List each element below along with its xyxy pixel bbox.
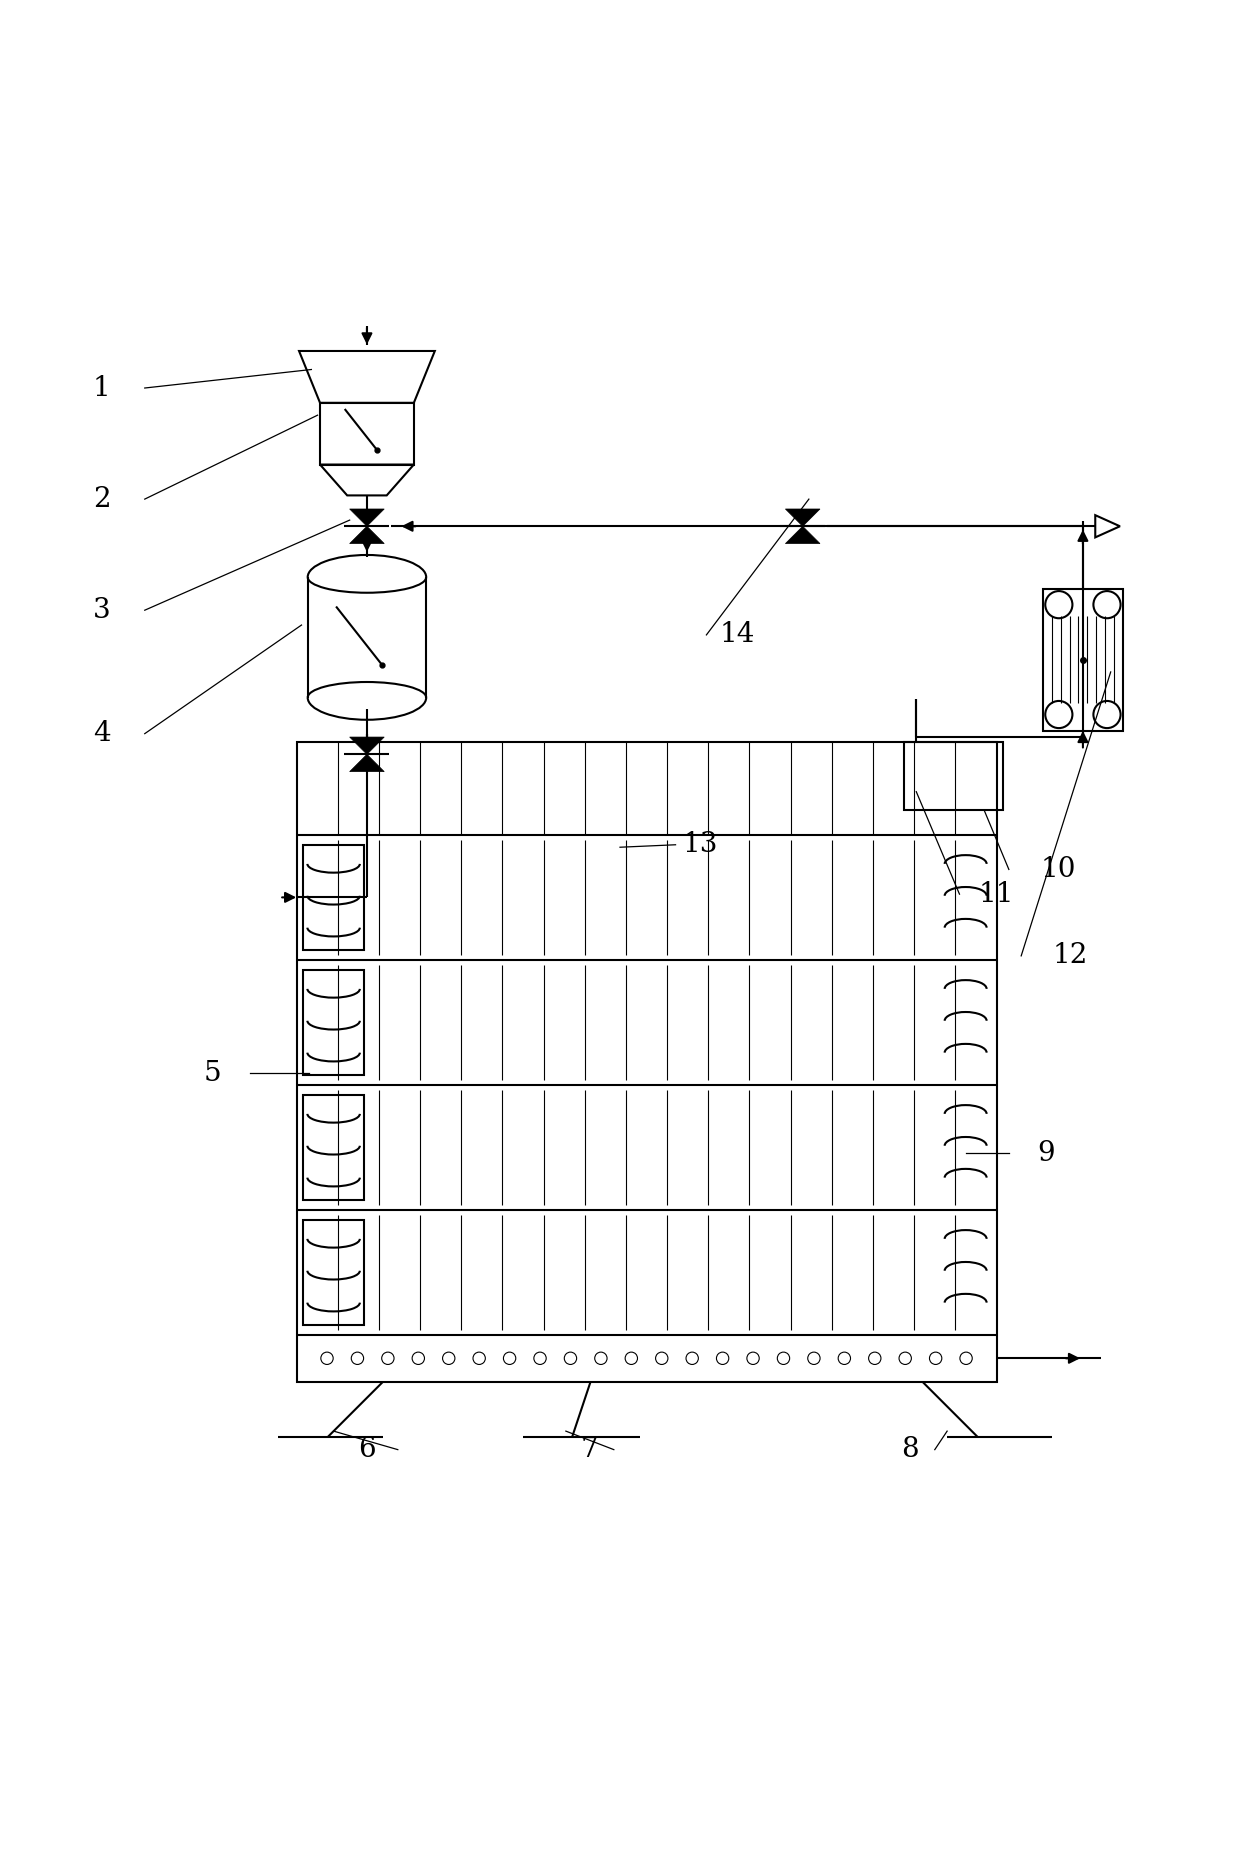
Bar [1043,588,1123,731]
Bar [296,742,997,1382]
Text: 4: 4 [93,720,110,747]
Text: 3: 3 [93,598,110,623]
Bar [303,1095,365,1201]
Polygon shape [350,509,384,525]
Polygon shape [350,736,384,755]
Polygon shape [785,509,820,525]
Text: 13: 13 [682,831,718,858]
Text: 5: 5 [203,1060,222,1086]
Text: 12: 12 [1053,942,1089,969]
Polygon shape [350,525,384,544]
Text: 9: 9 [1037,1140,1055,1167]
Text: 7: 7 [580,1436,598,1463]
Bar [303,1219,365,1325]
Text: 11: 11 [978,881,1014,908]
Text: 8: 8 [901,1436,919,1463]
Bar [904,742,1003,810]
Text: 10: 10 [1040,857,1076,882]
Bar [303,969,365,1075]
Polygon shape [350,755,384,771]
Text: 14: 14 [719,622,755,648]
Bar [303,845,365,951]
Text: 2: 2 [93,485,110,512]
Text: 1: 1 [93,374,110,401]
Text: 6: 6 [358,1436,376,1463]
Polygon shape [785,525,820,544]
